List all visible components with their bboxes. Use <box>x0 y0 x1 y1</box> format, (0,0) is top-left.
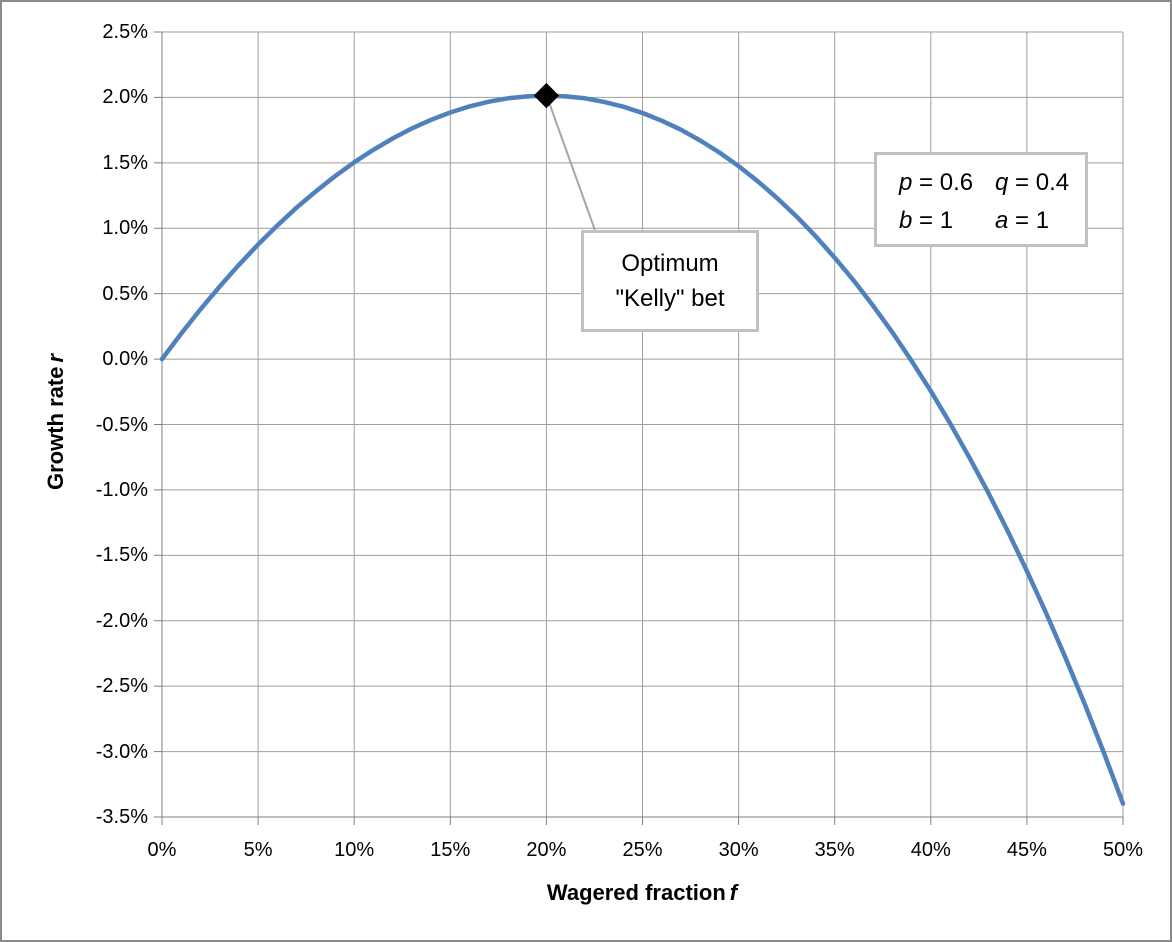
y-tick-label: 2.5% <box>102 21 148 43</box>
y-tick-label: 1.0% <box>102 217 148 240</box>
param-b: b = 1 <box>899 202 995 240</box>
x-tick-label: 40% <box>910 839 951 861</box>
param-a: a = 1 <box>995 202 1049 240</box>
y-tick-label: -0.5% <box>95 413 148 436</box>
param-a-value: = 1 <box>1015 207 1050 234</box>
y-tick-label: 2.0% <box>102 86 148 109</box>
y-tick-label: -3.5% <box>95 806 148 828</box>
y-tick-label: -2.0% <box>95 609 148 632</box>
param-p-value: = 0.6 <box>919 169 974 196</box>
param-q: q = 0.4 <box>995 164 1069 202</box>
param-p-symbol: p <box>899 169 913 196</box>
param-q-symbol: q <box>995 169 1009 196</box>
x-tick-label: 0% <box>147 839 177 861</box>
parameters-row: p = 0.6 q = 0.4 <box>899 164 1085 202</box>
param-a-symbol: a <box>995 207 1009 234</box>
x-tick-label: 35% <box>814 839 855 861</box>
x-tick-label: 10% <box>334 839 375 861</box>
y-axis-title-symbol: r <box>43 353 68 363</box>
y-tick-label: -2.5% <box>95 675 148 698</box>
parameters-row: b = 1 a = 1 <box>899 202 1085 240</box>
y-tick-label: 1.5% <box>102 151 148 174</box>
optimum-kelly-annotation: Optimum "Kelly" bet <box>581 230 759 332</box>
x-axis-title-text: Wagered fraction <box>546 880 726 905</box>
y-tick-label: 0.0% <box>102 348 148 371</box>
y-tick-label: 0.5% <box>102 282 148 305</box>
y-tick-label: -1.5% <box>95 544 148 567</box>
x-tick-label: 5% <box>243 839 273 861</box>
x-tick-label: 25% <box>622 839 663 861</box>
x-axis-title-symbol: f <box>729 880 738 905</box>
param-b-value: = 1 <box>919 207 954 234</box>
optimum-point-marker <box>533 82 560 109</box>
x-tick-label: 50% <box>1102 839 1144 861</box>
annotation-line-1: Optimum <box>621 250 719 277</box>
parameters-box: p = 0.6 q = 0.4 b = 1 a = 1 <box>874 152 1088 247</box>
x-axis-title: Wagered fraction f <box>547 880 737 906</box>
annotation-leader-line <box>547 100 597 234</box>
y-tick-label: -1.0% <box>95 478 148 501</box>
param-b-symbol: b <box>899 207 913 234</box>
growth-rate-curve <box>159 93 1126 806</box>
x-tick-label: 30% <box>718 839 759 861</box>
y-axis-title: Growth rate r <box>43 354 69 490</box>
y-tick-label: -3.0% <box>95 740 148 763</box>
x-tick-label: 20% <box>526 839 567 861</box>
param-q-value: = 0.4 <box>1015 169 1070 196</box>
x-tick-label: 45% <box>1006 839 1047 861</box>
y-axis-title-text: Growth rate <box>43 366 68 491</box>
annotation-line-2: "Kelly" bet <box>615 285 725 312</box>
x-tick-label: 15% <box>430 839 471 861</box>
param-p: p = 0.6 <box>899 164 995 202</box>
